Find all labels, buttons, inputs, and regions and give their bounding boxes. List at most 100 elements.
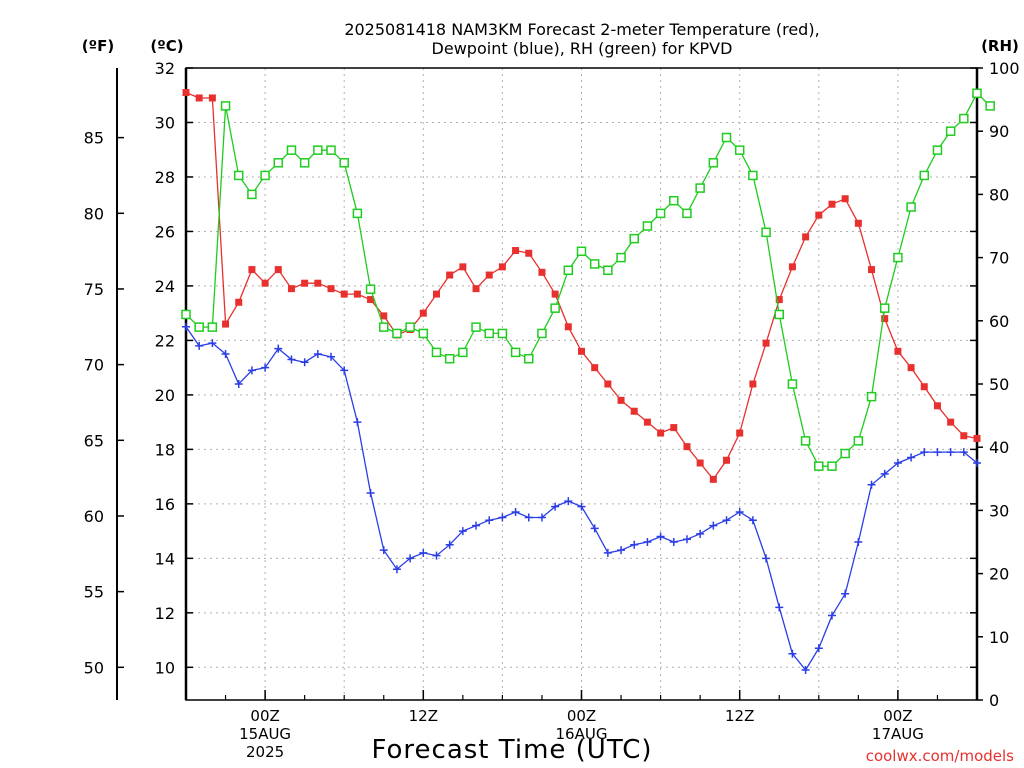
rh-point (273, 158, 284, 168)
rh-point (959, 113, 969, 124)
fahrenheit-tick-label: 50 (84, 658, 104, 677)
dewpoint-point (247, 366, 256, 375)
dewpoint-point (630, 540, 639, 549)
dewpoint-point (933, 448, 942, 457)
dewpoint-point (577, 502, 586, 511)
rh-point (642, 221, 653, 231)
celsius-tick-label: 32 (155, 59, 175, 78)
fahrenheit-axis-unit: (ºF) (82, 37, 114, 55)
rh-point (774, 309, 784, 320)
rh-point (233, 170, 244, 181)
rh-point (339, 158, 349, 168)
rh-point (840, 448, 850, 459)
temperature-point (854, 219, 862, 227)
temperature-point (485, 271, 493, 279)
temperature-point (274, 266, 282, 274)
temperature-point (551, 290, 559, 298)
rh-point (972, 88, 982, 99)
rh-tick-label: 10 (989, 628, 1009, 647)
dewpoint-point (959, 448, 968, 457)
temperature-point (696, 459, 704, 467)
dewpoint-point (656, 532, 665, 541)
temperature-point (367, 296, 375, 304)
x-tick-label: 12Z (725, 707, 754, 725)
dewpoint-point (274, 344, 283, 353)
temperature-point (578, 347, 585, 355)
dewpoint-point (946, 448, 955, 457)
rh-point (550, 303, 560, 313)
rh-point (589, 259, 600, 269)
celsius-tick-label: 14 (155, 549, 175, 568)
temperature-point (815, 211, 823, 219)
dewpoint-point (788, 649, 797, 658)
celsius-tick-label: 18 (155, 440, 175, 459)
temperature-point (498, 263, 506, 271)
temperature-point (630, 407, 638, 415)
series-dewpoint (182, 322, 981, 675)
rh-tick-label: 100 (989, 59, 1020, 78)
dewpoint-point (880, 469, 889, 478)
dewpoint-point (432, 551, 441, 560)
dewpoint-point (511, 508, 520, 517)
dewpoint-point (313, 350, 322, 359)
dewpoint-point (590, 524, 599, 533)
temperature-point (881, 315, 889, 323)
temperature-point (459, 263, 467, 271)
fahrenheit-tick-label: 75 (84, 280, 104, 299)
dewpoint-point (841, 589, 850, 598)
dewpoint-point (709, 521, 718, 530)
rh-point (379, 322, 389, 332)
x-tick-label: 12Z (409, 707, 438, 725)
dewpoint-point (854, 538, 863, 546)
dewpoint-point (445, 540, 454, 549)
rh-point (444, 353, 455, 364)
credit-text: coolwx.com/models (866, 747, 1014, 765)
rh-point (576, 246, 587, 257)
temperature-point (617, 396, 625, 404)
temperature-point (222, 320, 230, 328)
dewpoint-point (814, 644, 823, 653)
celsius-tick-label: 24 (155, 277, 175, 296)
rh-point (471, 322, 481, 332)
temperature-point (261, 279, 269, 287)
temperature-point (749, 380, 757, 388)
dewpoint-point (498, 513, 507, 522)
chart-title-line-2: Dewpoint (blue), RH (green) for KPVD (432, 39, 733, 58)
rh-point (708, 158, 719, 168)
temperature-point (802, 233, 810, 241)
rh-point (510, 347, 521, 358)
dewpoint-point (920, 448, 929, 457)
rh-point (418, 328, 429, 339)
rh-tick-label: 80 (989, 185, 1009, 204)
rh-point (932, 145, 943, 155)
celsius-tick-label: 12 (155, 604, 175, 623)
fahrenheit-tick-label: 80 (84, 204, 104, 223)
rh-point (748, 170, 758, 181)
dewpoint-point (696, 529, 705, 538)
dewpoint-point (643, 538, 652, 546)
rh-point (458, 347, 468, 358)
dewpoint-point (406, 554, 415, 563)
rh-point (431, 347, 442, 358)
temperature-point (907, 364, 915, 372)
temperature-point (432, 290, 440, 298)
dewpoint-point (340, 366, 349, 375)
celsius-tick-label: 28 (155, 168, 175, 187)
rh-tick-label: 40 (989, 438, 1009, 457)
temperature-point (446, 271, 454, 279)
dewpoint-point (617, 546, 626, 555)
rh-tick-label: 60 (989, 312, 1009, 331)
rh-point (669, 195, 679, 206)
temperature-point (419, 309, 427, 317)
dewpoint-point (564, 497, 573, 506)
dewpoint-point (537, 513, 546, 522)
temperature-point (920, 383, 928, 391)
celsius-tick-label: 22 (155, 331, 175, 350)
dewpoint-line (185, 326, 978, 672)
rh-point (299, 158, 310, 168)
dewpoint-point (379, 546, 388, 555)
rh-point (537, 328, 547, 339)
fahrenheit-tick-label: 55 (84, 583, 104, 602)
rh-point (695, 183, 705, 193)
x-tick-label: 00Z (567, 707, 596, 725)
